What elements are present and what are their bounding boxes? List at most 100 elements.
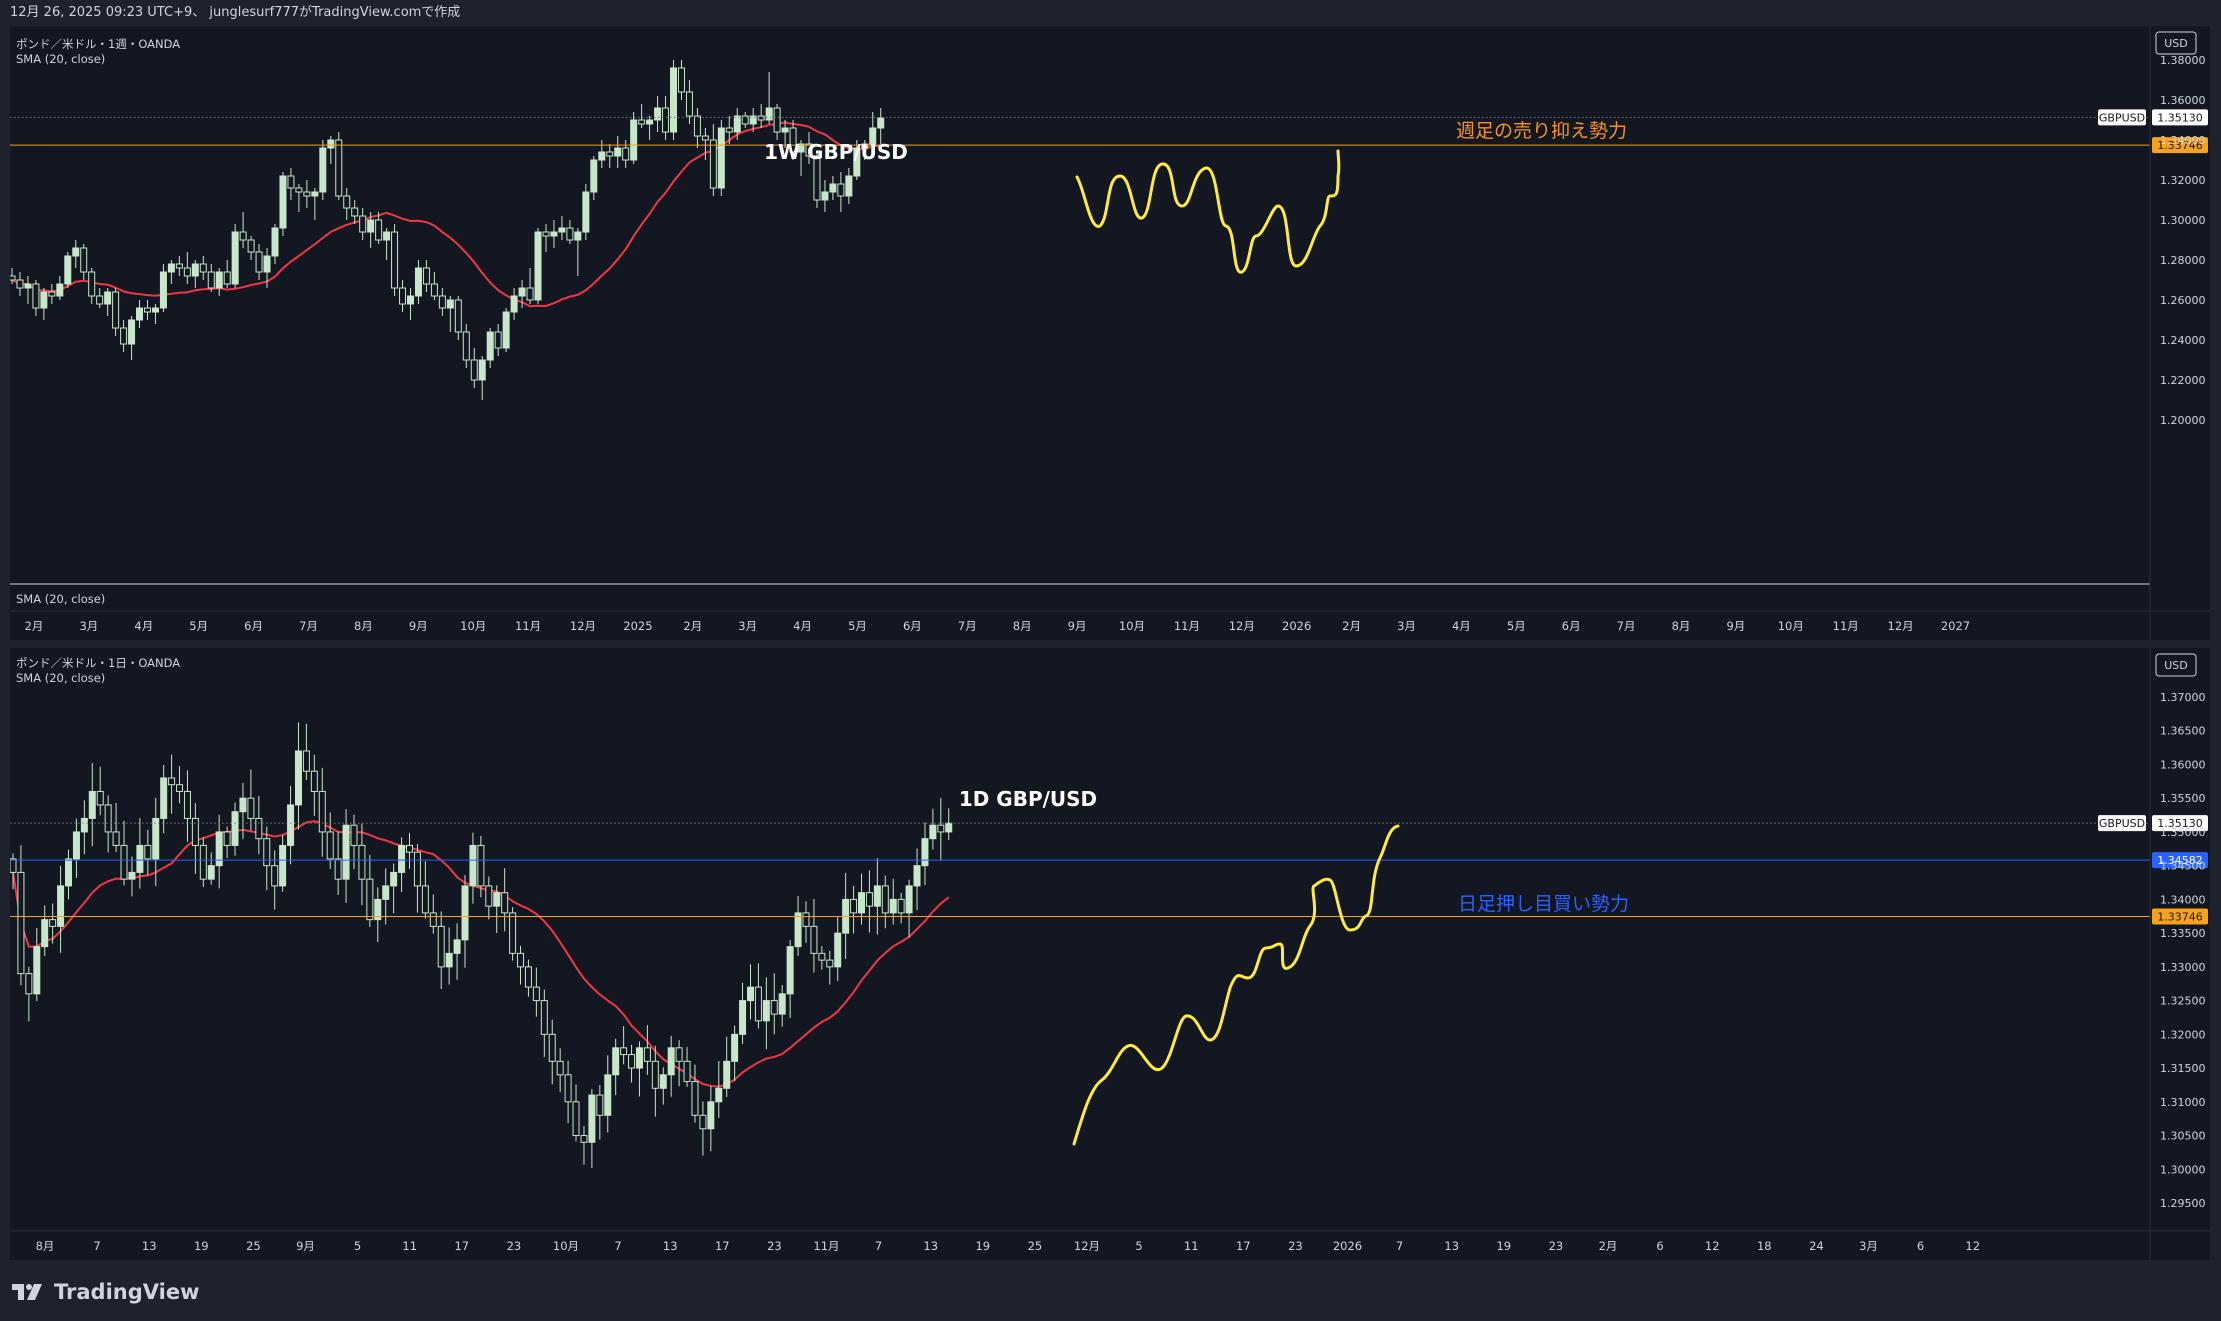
weekly-candle-body <box>837 183 845 197</box>
daily-candle-body <box>168 777 176 786</box>
tradingview-footer[interactable]: TradingView <box>12 1276 199 1308</box>
weekly-price-tick: 1.32000 <box>2160 174 2206 187</box>
weekly-time-tick: 10月 <box>460 619 486 633</box>
daily-hline-price-tag: 1.33746 <box>2157 911 2203 924</box>
daily-time-tick: 5 <box>1135 1239 1142 1253</box>
weekly-legend-title: ポンド／米ドル・1週・OANDA <box>16 37 181 51</box>
daily-candle-body <box>548 1033 556 1062</box>
daily-candle-body <box>675 1047 683 1062</box>
daily-legend-indicator: SMA (20, close) <box>16 671 106 685</box>
weekly-candle-body <box>829 183 837 193</box>
weekly-candle-body <box>48 291 56 297</box>
daily-candle-body <box>366 878 374 921</box>
weekly-currency-box <box>2155 31 2197 55</box>
weekly-candle-body <box>853 147 861 177</box>
daily-price-tick: 1.31000 <box>2160 1096 2206 1109</box>
weekly-time-tick: 11月 <box>1833 619 1859 633</box>
daily-candle-body <box>128 871 136 880</box>
daily-candle-body <box>501 892 509 914</box>
weekly-candle-body <box>430 283 438 297</box>
weekly-chart-panel[interactable]: GBPUSD 1.35130 1.33746 1W GBP/USD 週足の売り抑え勢力 … <box>10 26 2210 640</box>
daily-candle-body <box>144 844 152 860</box>
weekly-candle-body <box>446 299 454 309</box>
weekly-time-tick: 3月 <box>738 619 757 633</box>
weekly-candle-body <box>598 151 606 161</box>
daily-candle-body <box>770 1000 778 1015</box>
daily-candle-body <box>865 892 873 907</box>
weekly-candle-body <box>255 251 263 273</box>
weekly-candle-body <box>359 215 367 233</box>
weekly-candle-body <box>199 263 207 273</box>
weekly-candle-body <box>40 291 48 309</box>
daily-candle-body <box>17 871 25 975</box>
weekly-annotation-text: 週足の売り抑え勢力 <box>1456 120 1627 142</box>
daily-candle-body <box>659 1074 667 1089</box>
daily-candle-body <box>818 952 826 961</box>
weekly-time-tick: 3月 <box>79 619 98 633</box>
weekly-candle-body <box>96 295 104 305</box>
daily-candle-body <box>152 817 160 860</box>
daily-candle-body <box>41 919 49 948</box>
weekly-candle-body <box>215 271 223 289</box>
daily-candle-body <box>469 844 477 887</box>
weekly-symbol-tag-box <box>2098 109 2146 126</box>
daily-price-tick: 1.36000 <box>2160 758 2206 771</box>
daily-candle-body <box>731 1033 739 1062</box>
weekly-time-tick: 4月 <box>134 619 153 633</box>
weekly-candle-body <box>646 119 654 125</box>
weekly-candle-body <box>614 147 622 157</box>
daily-candle-body <box>834 932 842 968</box>
daily-chart-panel[interactable]: GBPUSD 1.35130 1.34582 1.33746 1D GBP/USD 日足押… <box>10 648 2210 1260</box>
weekly-indicator-pane-label: SMA (20, close) <box>16 592 106 606</box>
weekly-candle-body <box>335 139 343 197</box>
weekly-time-tick: 8月 <box>1672 619 1691 633</box>
daily-candle-body <box>794 912 802 948</box>
weekly-candle-body <box>757 115 765 121</box>
weekly-candle-body <box>319 147 327 193</box>
weekly-candle-body <box>622 147 630 161</box>
weekly-price-tick: 1.22000 <box>2160 374 2206 387</box>
weekly-candle-body <box>542 231 550 237</box>
chart-header-text: 12月 26, 2025 09:23 UTC+9、 junglesurf777が… <box>10 5 461 20</box>
weekly-last-price-tag: 1.35130 <box>2157 111 2203 124</box>
weekly-candle-body <box>725 127 733 133</box>
weekly-candle-body <box>558 227 566 233</box>
weekly-candle-body <box>10 275 16 281</box>
daily-time-tick: 6 <box>1917 1239 1924 1253</box>
weekly-candle-body <box>733 115 741 133</box>
weekly-time-tick: 12月 <box>1888 619 1914 633</box>
weekly-candle-body <box>765 107 773 121</box>
daily-candle-body <box>532 986 540 1002</box>
weekly-candle-body <box>502 311 510 349</box>
daily-candle-body <box>754 986 762 1022</box>
daily-time-tick: 25 <box>246 1239 261 1253</box>
daily-candle-body <box>572 1101 580 1137</box>
weekly-candle-body <box>693 115 701 137</box>
daily-time-tick: 19 <box>975 1239 990 1253</box>
weekly-time-tick: 2025 <box>623 619 652 633</box>
daily-time-tick: 13 <box>142 1239 157 1253</box>
weekly-hline-price-tag-box <box>2152 137 2208 154</box>
weekly-price-tick: 1.20000 <box>2160 414 2206 427</box>
daily-candle-body <box>342 824 350 880</box>
daily-candle-body <box>596 1094 604 1116</box>
weekly-price-tick: 1.34000 <box>2160 134 2206 147</box>
daily-candle-body <box>215 831 223 867</box>
daily-time-tick: 12 <box>1705 1239 1720 1253</box>
daily-price-tick: 1.30000 <box>2160 1163 2206 1176</box>
daily-candle-body <box>231 811 239 846</box>
weekly-candle-body <box>717 127 725 189</box>
weekly-candle-body <box>526 287 534 301</box>
daily-time-tick: 13 <box>663 1239 678 1253</box>
weekly-time-tick: 4月 <box>1452 619 1471 633</box>
weekly-candle-body <box>343 195 351 209</box>
daily-candle-body <box>517 952 525 968</box>
daily-chart-svg[interactable]: GBPUSD 1.35130 1.34582 1.33746 1D GBP/USD 日足押… <box>10 648 2210 1260</box>
weekly-candle-body <box>677 67 685 93</box>
weekly-candle-body <box>494 331 502 349</box>
daily-candle-body <box>715 1087 723 1103</box>
weekly-candle-body <box>112 291 120 329</box>
daily-yellow-wave <box>1072 824 1400 1146</box>
weekly-candle-body <box>104 291 112 305</box>
